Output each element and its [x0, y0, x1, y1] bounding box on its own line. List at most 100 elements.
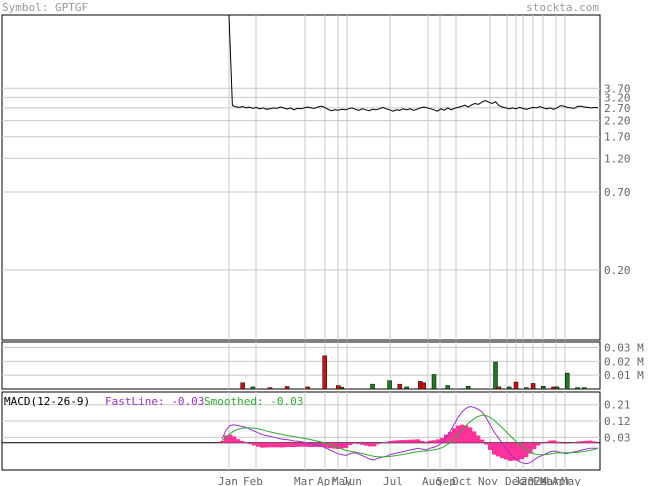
month-label: Feb [533, 475, 553, 486]
macd-histogram-bar [408, 439, 413, 443]
macd-histogram-bar [416, 439, 421, 443]
macd-tick-label: 0.21 [604, 399, 631, 412]
macd-histogram-bar [328, 442, 333, 449]
volume-panel [1, 341, 601, 390]
month-label: Jul [383, 475, 403, 486]
macd-histogram-bar [248, 442, 253, 445]
macd-histogram-bar [504, 442, 509, 460]
price-panel [1, 14, 601, 341]
volume-bar-down [240, 382, 245, 390]
month-label: Mar [540, 475, 560, 486]
macd-histogram-bar [404, 439, 409, 443]
macd-smoothed-label: Smoothed: -0.03 [204, 395, 303, 408]
volume-bar-down [513, 381, 519, 390]
macd-histogram-bar [260, 442, 265, 448]
volume-bar-down [267, 387, 273, 390]
macd-histogram-bar [244, 442, 249, 443]
macd-histogram-bar [436, 439, 441, 443]
macd-histogram-bar [412, 439, 417, 443]
macd-histogram-bar [528, 442, 533, 454]
macd-tick-label: 0.03 [604, 431, 631, 444]
volume-tick-label: 0.01 M [604, 369, 644, 382]
macd-histogram-bar [308, 442, 313, 447]
macd-line-fastline [221, 405, 598, 465]
macd-histogram-bar [356, 442, 361, 444]
month-label: Jan [218, 475, 238, 486]
month-label: Oct [452, 475, 472, 486]
macd-histogram-bar [512, 442, 517, 461]
price-tick-label: 3.20 [604, 91, 631, 104]
volume-bar-up [404, 386, 409, 390]
volume-tick-label: 0.02 M [604, 355, 644, 368]
macd-histogram-bar [268, 442, 273, 448]
macd-histogram-bar [292, 442, 297, 448]
macd-fastline-label: FastLine: -0.03 [105, 395, 204, 408]
macd-histogram-bar [484, 442, 489, 445]
macd-histogram-bar [552, 440, 557, 443]
macd-histogram-bar [320, 442, 325, 447]
macd-histogram-bar [368, 442, 373, 447]
volume-bar-up [582, 387, 587, 390]
macd-histogram-bar [272, 442, 277, 448]
volume-bar-down [551, 386, 556, 390]
month-label: 2024 [521, 475, 548, 486]
volume-bar-down [284, 386, 290, 390]
volume-bar-up [250, 386, 256, 390]
macd-histogram-bar [472, 431, 477, 443]
macd-histogram-bar [488, 442, 493, 451]
macd-histogram-bar [464, 425, 469, 443]
macd-panel [1, 391, 601, 471]
macd-title: MACD(12-26-9) [4, 395, 90, 408]
macd-histogram-bar [440, 437, 445, 443]
volume-bar-up [541, 385, 546, 390]
macd-histogram-bar [288, 442, 293, 447]
macd-histogram-bar [376, 442, 381, 445]
volume-bar-up [493, 361, 498, 390]
volume-bar-down [496, 386, 502, 390]
month-label: Mar [294, 475, 314, 486]
macd-histogram-bar [432, 440, 437, 443]
macd-histogram-bar [300, 442, 305, 447]
macd-histogram-bar [352, 442, 357, 444]
macd-histogram-bar [556, 441, 561, 443]
price-tick-label: 2.20 [604, 115, 631, 128]
volume-bar-up [387, 380, 392, 390]
macd-histogram-bar [500, 442, 505, 459]
macd-histogram-bar [348, 442, 353, 446]
macd-histogram-bar [396, 440, 401, 443]
volume-bar-up [445, 385, 450, 390]
macd-histogram-bar [592, 441, 597, 443]
volume-tick-label: 0.03 M [604, 342, 644, 355]
macd-histogram-bar [280, 442, 285, 448]
price-tick-label: 2.70 [604, 102, 631, 115]
volume-bar-up [565, 372, 570, 390]
macd-histogram-bar [536, 442, 541, 446]
macd-histogram-bar [496, 442, 501, 457]
volume-bar-up [465, 385, 471, 390]
volume-bar-down [421, 382, 426, 390]
macd-histogram-bar [284, 442, 289, 448]
month-label: Nov [478, 475, 498, 486]
month-label: Apr [317, 475, 337, 486]
macd-histogram-bar [468, 427, 473, 443]
volume-bar-down [530, 383, 536, 390]
macd-histogram-bar [544, 441, 549, 443]
macd-histogram-bar [480, 439, 485, 443]
macd-histogram-bar [516, 442, 521, 461]
macd-histogram-bar [452, 428, 457, 443]
macd-histogram-bar [580, 441, 585, 443]
macd-histogram-bar [576, 441, 581, 443]
macd-histogram-bar [460, 424, 465, 443]
macd-histogram-bar [588, 440, 593, 443]
price-line [228, 14, 599, 112]
macd-histogram-bar [492, 442, 497, 455]
volume-bar-up [524, 387, 529, 390]
macd-histogram-bar [324, 442, 329, 448]
month-label: Apr [552, 475, 572, 486]
volume-bar-down [336, 385, 341, 390]
macd-histogram-bar [296, 442, 301, 447]
macd-histogram-bar [364, 442, 369, 446]
month-label: Jan [514, 475, 534, 486]
macd-histogram-bar [476, 435, 481, 443]
